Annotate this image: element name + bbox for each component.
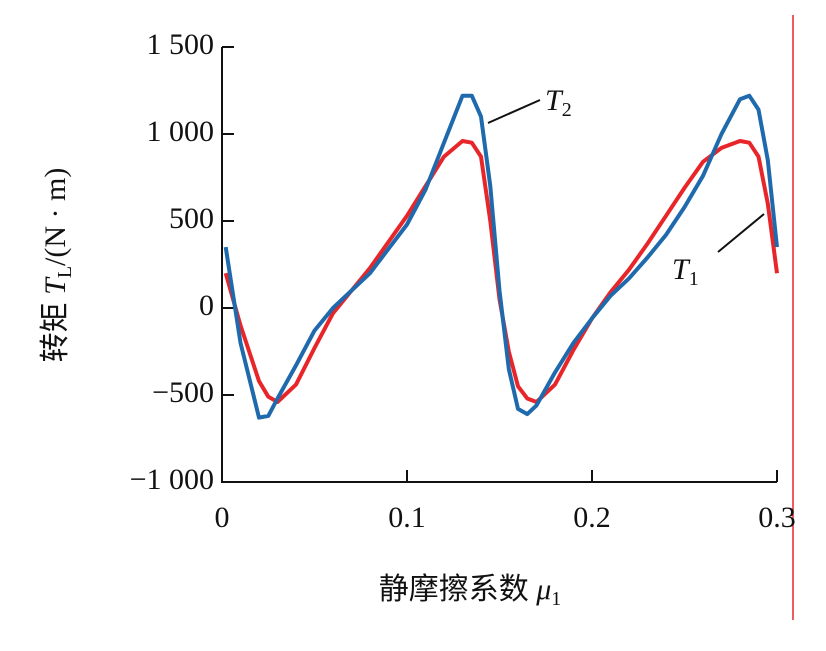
x-title-sub: 1 bbox=[551, 588, 561, 610]
y-axis-title: 转矩 TL/(N · m) bbox=[39, 168, 76, 363]
x-tick-label: 0.1 bbox=[388, 501, 426, 534]
series-label: T1 bbox=[672, 253, 699, 290]
y-tick-label: 0 bbox=[199, 289, 214, 322]
x-tick-label: 0 bbox=[215, 501, 230, 534]
y-tick-label: −1 000 bbox=[130, 463, 214, 496]
y-title-sub: L bbox=[54, 266, 76, 278]
x-tick-label: 0.3 bbox=[758, 501, 796, 534]
y-tick-label: −500 bbox=[152, 376, 214, 409]
y-title-prefix: 转矩 bbox=[39, 295, 72, 363]
y-tick-label: 1 500 bbox=[147, 28, 215, 61]
y-tick-label: 500 bbox=[169, 202, 214, 235]
y-title-symbol: T bbox=[39, 276, 72, 295]
series-line bbox=[223, 93, 779, 420]
y-title-unit: /(N · m) bbox=[39, 168, 72, 266]
x-axis-title: 静摩擦系数 μ1 bbox=[379, 573, 562, 610]
axes bbox=[221, 47, 777, 483]
series-label: T2 bbox=[545, 84, 572, 121]
y-tick-label: 1 000 bbox=[147, 115, 215, 148]
x-title-prefix: 静摩擦系数 bbox=[379, 573, 537, 606]
x-tick-label: 0.2 bbox=[573, 501, 611, 534]
x-title-symbol: μ bbox=[535, 573, 551, 606]
leader-line bbox=[717, 213, 765, 253]
leader-line bbox=[487, 99, 541, 124]
